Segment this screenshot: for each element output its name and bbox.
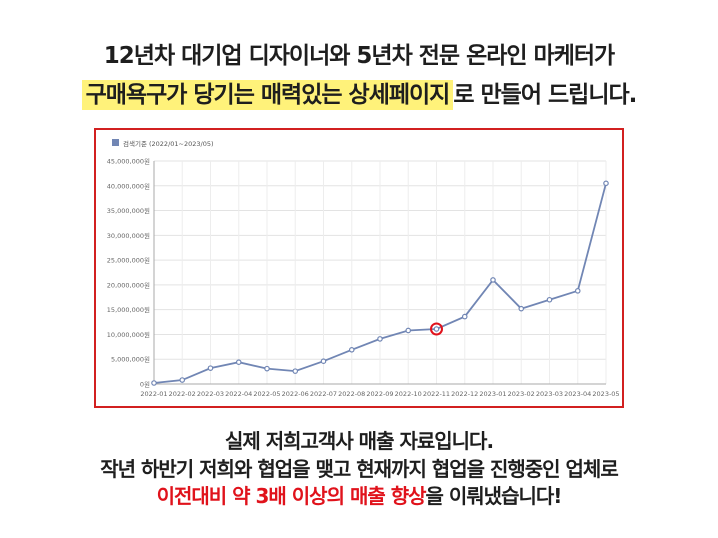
x-tick-label: 2022-10: [395, 390, 422, 398]
data-point: [546, 296, 553, 303]
y-tick-label: 35,000,000원: [107, 206, 150, 215]
x-tick-label: 2023-05: [592, 390, 619, 398]
legend-swatch: [112, 139, 119, 146]
y-tick-label: 30,000,000원: [107, 231, 150, 240]
caption-line-1: 실제 저희고객사 매출 자료입니다.: [224, 429, 494, 453]
x-tick-label: 2023-04: [564, 390, 591, 398]
data-point: [235, 359, 242, 365]
x-tick-label: 2022-05: [253, 390, 280, 398]
x-tick-label: 2022-11: [423, 390, 450, 398]
y-tick-label: 25,000,000원: [107, 256, 150, 265]
data-point: [179, 377, 186, 383]
x-tick-label: 2022-02: [169, 390, 196, 398]
highlight-marker: [430, 322, 443, 336]
data-point: [292, 368, 299, 374]
x-tick-label: 2023-03: [536, 390, 563, 398]
caption-rest: 을 이뤄냈습니다!: [425, 484, 563, 508]
data-point: [433, 326, 440, 332]
data-point: [377, 336, 383, 342]
y-tick-label: 15,000,000원: [107, 305, 150, 314]
headline-rest: 로 만들어 드립니다.: [453, 82, 637, 108]
data-point: [603, 180, 609, 187]
x-tick-label: 2022-03: [197, 390, 224, 398]
y-tick-label: 20,000,000원: [107, 280, 150, 289]
x-tick-label: 2023-01: [479, 390, 506, 398]
y-tick-label: 5,000,000원: [111, 355, 150, 364]
x-tick-label: 2022-01: [140, 390, 167, 398]
x-tick-label: 2022-07: [310, 390, 337, 398]
data-point: [405, 327, 412, 334]
x-tick-label: 2022-12: [451, 390, 478, 398]
data-point: [490, 277, 496, 283]
headline-line-2: 구매욕구가 당기는 매력있는 상세페이지 로 만들어 드립니다.: [0, 75, 718, 110]
x-tick-label: 2022-06: [282, 390, 309, 398]
data-point: [348, 347, 355, 353]
y-tick-label: 10,000,000원: [107, 330, 150, 339]
data-point: [518, 305, 525, 312]
y-tick-label: 0원: [140, 380, 150, 389]
caption-line-3: 이전대비 약 3배 이상의 매출 향상을 이뤄냈습니다!: [0, 480, 718, 509]
data-point: [151, 380, 157, 386]
x-tick-label: 2022-09: [366, 390, 393, 398]
data-point: [574, 288, 581, 294]
x-tick-label: 2023-02: [508, 390, 535, 398]
data-point: [320, 358, 327, 365]
data-point: [264, 365, 270, 372]
legend-label: 검색기준 (2022/01~2023/05): [123, 139, 214, 148]
x-tick-label: 2022-08: [338, 390, 365, 398]
sales-line-chart: 검색기준 (2022/01~2023/05) 0원 5,000,000원 10,000…: [107, 139, 620, 398]
data-point: [461, 313, 468, 320]
data-point: [207, 365, 214, 371]
sales-chart-frame: 검색기준 (2022/01~2023/05) 0원 5,000,000원 10,000…: [94, 128, 624, 408]
y-tick-label: 40,000,000원: [107, 181, 150, 190]
caption-highlight: 이전대비 약 3배 이상의 매출 향상: [156, 484, 427, 508]
headline-highlight: 구매욕구가 당기는 매력있는 상세페이지: [81, 80, 454, 110]
caption-line-2: 작년 하반기 저희와 협업을 맺고 현재까지 협업을 진행중인 업체로: [100, 457, 619, 481]
x-tick-label: 2022-04: [225, 390, 252, 398]
headline-line-1: 12년차 대기업 디자이너와 5년차 전문 온라인 마케터가: [103, 43, 615, 69]
y-tick-label: 45,000,000원: [107, 157, 150, 166]
